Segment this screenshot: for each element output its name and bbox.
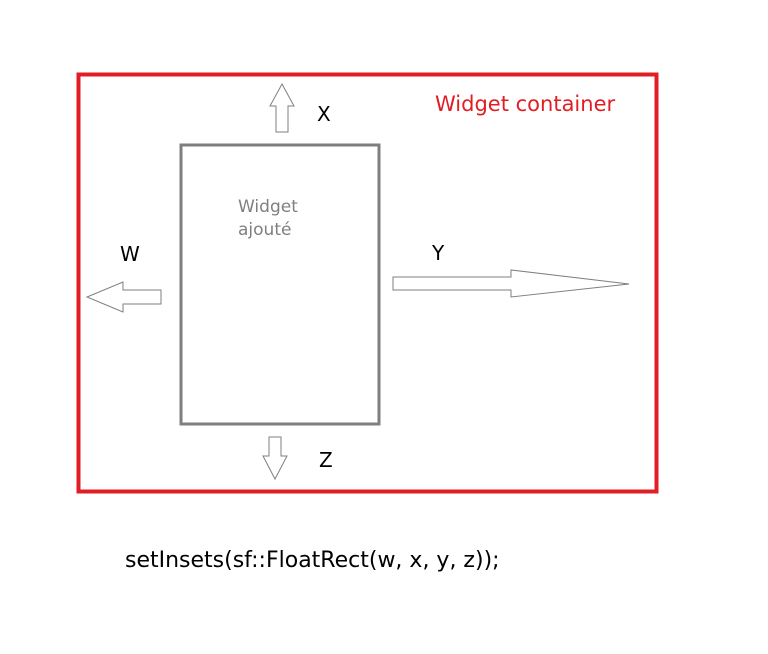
inset-y-label: Y	[432, 241, 445, 265]
inset-x-label: X	[317, 102, 331, 126]
added-widget-box	[179, 143, 381, 426]
w-arrow-left-icon	[85, 281, 162, 313]
added-widget-label-line1: Widget	[238, 197, 298, 217]
inset-z-label: Z	[319, 448, 333, 472]
inset-w-label: W	[120, 242, 140, 266]
y-arrow-right-icon	[392, 269, 630, 298]
widget-container-box	[76, 72, 659, 494]
code-snippet: setInsets(sf::FloatRect(w, x, y, z));	[125, 548, 500, 573]
x-arrow-up-icon	[269, 82, 295, 133]
widget-container-label: Widget container	[435, 92, 616, 116]
z-arrow-down-icon	[262, 436, 288, 481]
added-widget-label-line2: ajouté	[238, 220, 292, 240]
added-widget-label: Widget ajouté	[238, 196, 298, 242]
